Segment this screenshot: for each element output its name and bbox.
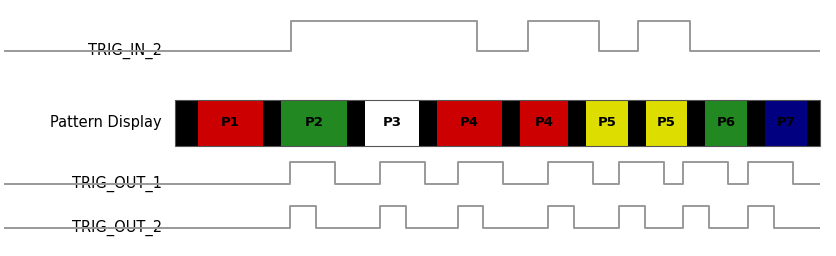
Text: TRIG_IN_2: TRIG_IN_2 xyxy=(88,43,162,59)
Text: P5: P5 xyxy=(597,116,615,130)
Text: P4: P4 xyxy=(534,116,553,130)
Text: P7: P7 xyxy=(776,116,794,130)
Bar xyxy=(281,100,347,146)
Bar xyxy=(418,100,436,146)
Bar xyxy=(347,100,364,146)
Text: P1: P1 xyxy=(221,116,240,130)
Bar xyxy=(502,100,519,146)
Text: P2: P2 xyxy=(304,116,324,130)
Text: P4: P4 xyxy=(459,116,478,130)
Text: Pattern Display: Pattern Display xyxy=(50,115,162,131)
Text: P3: P3 xyxy=(382,116,400,130)
Bar xyxy=(197,100,263,146)
Bar xyxy=(764,100,806,146)
Bar xyxy=(686,100,705,146)
Bar xyxy=(436,100,502,146)
Text: TRIG_OUT_2: TRIG_OUT_2 xyxy=(72,220,162,236)
Bar xyxy=(175,100,197,146)
Bar xyxy=(175,100,819,146)
Bar xyxy=(364,100,418,146)
Text: P5: P5 xyxy=(656,116,675,130)
Bar xyxy=(806,100,819,146)
Bar xyxy=(263,100,281,146)
Bar xyxy=(705,100,747,146)
Bar xyxy=(585,100,627,146)
Bar xyxy=(627,100,645,146)
Bar xyxy=(568,100,585,146)
Text: P6: P6 xyxy=(716,116,735,130)
Text: TRIG_OUT_1: TRIG_OUT_1 xyxy=(72,176,162,192)
Bar xyxy=(645,100,686,146)
Bar xyxy=(519,100,568,146)
Bar xyxy=(747,100,764,146)
